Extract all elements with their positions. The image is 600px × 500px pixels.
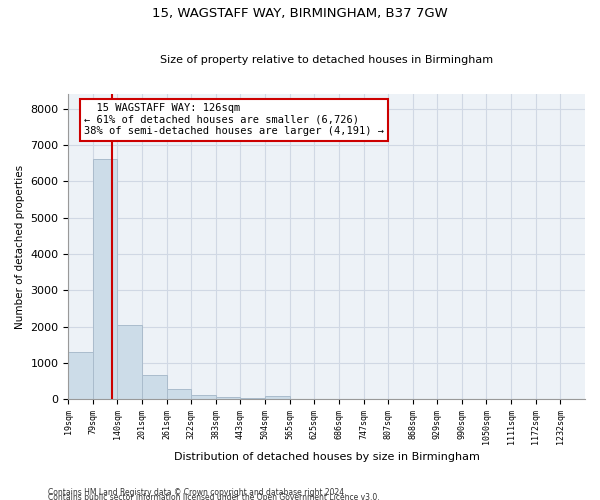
Title: Size of property relative to detached houses in Birmingham: Size of property relative to detached ho… [160,56,493,66]
Bar [216,396,241,400]
Text: 15 WAGSTAFF WAY: 126sqm  
← 61% of detached houses are smaller (6,726)
38% of se: 15 WAGSTAFF WAY: 126sqm ← 61% of detache… [84,103,384,136]
Bar [167,388,191,400]
Text: Contains public sector information licensed under the Open Government Licence v3: Contains public sector information licen… [48,492,380,500]
Bar [93,159,118,400]
Bar [241,398,265,400]
Bar [68,352,93,400]
Y-axis label: Number of detached properties: Number of detached properties [15,164,25,329]
X-axis label: Distribution of detached houses by size in Birmingham: Distribution of detached houses by size … [174,452,479,462]
Bar [118,324,142,400]
Bar [265,396,290,400]
Bar [142,374,167,400]
Text: Contains HM Land Registry data © Crown copyright and database right 2024.: Contains HM Land Registry data © Crown c… [48,488,347,497]
Text: 15, WAGSTAFF WAY, BIRMINGHAM, B37 7GW: 15, WAGSTAFF WAY, BIRMINGHAM, B37 7GW [152,8,448,20]
Bar [191,395,216,400]
